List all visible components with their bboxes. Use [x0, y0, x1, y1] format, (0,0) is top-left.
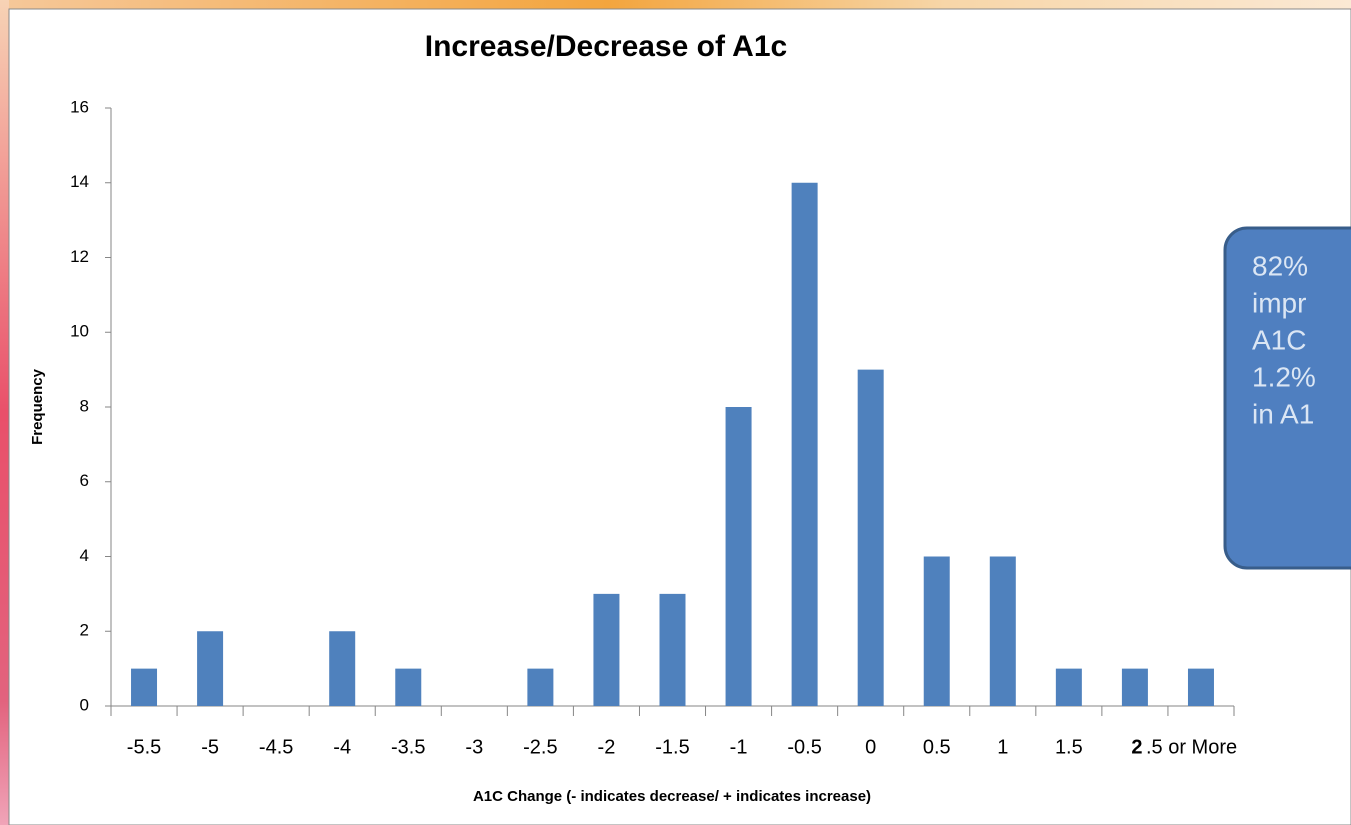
- bar: [1121, 668, 1148, 706]
- y-tick-label: 6: [80, 471, 89, 490]
- annotation-text: 82%: [1252, 250, 1308, 281]
- bar: [593, 593, 620, 706]
- y-tick-label: 8: [80, 396, 89, 415]
- x-tick-label: -5: [201, 736, 219, 758]
- x-tick-label: 1.5: [1055, 736, 1083, 758]
- x-axis-label: A1C Change (- indicates decrease/ + indi…: [473, 788, 871, 805]
- bar: [725, 407, 752, 706]
- y-tick-label: 12: [70, 247, 89, 266]
- bar: [791, 182, 818, 706]
- x-tick-label: -2: [598, 736, 616, 758]
- annotation-text: in A1: [1252, 398, 1314, 429]
- x-tick-label: -0.5: [787, 736, 821, 758]
- y-tick-label: 14: [70, 172, 89, 191]
- x-tick-label: 0.5: [923, 736, 951, 758]
- bar: [923, 556, 950, 706]
- x-tick-label: 0: [865, 736, 876, 758]
- y-axis-label: Frequency: [29, 368, 46, 445]
- annotation-box: [1223, 226, 1351, 570]
- y-tick-label: 2: [80, 621, 89, 640]
- bar: [659, 593, 686, 706]
- x-tick-label: -4.5: [259, 736, 293, 758]
- annotation-text: A1C: [1252, 324, 1306, 355]
- annotation-text: 1.2%: [1252, 361, 1316, 392]
- bar: [1055, 668, 1082, 706]
- bar: [197, 631, 224, 706]
- x-tick-label: -1.5: [655, 736, 689, 758]
- y-tick-label: 0: [80, 695, 89, 714]
- y-tick-label: 10: [70, 322, 89, 341]
- x-tick-label: -3.5: [391, 736, 425, 758]
- y-tick-label: 4: [80, 546, 89, 565]
- x-tick-label: -5.5: [127, 736, 161, 758]
- background-edge: [0, 0, 9, 825]
- annotation-text: impr: [1252, 287, 1306, 318]
- y-tick-label: 16: [70, 97, 89, 116]
- chart-title: Increase/Decrease of A1c: [425, 30, 787, 63]
- x-tick-label: 1: [997, 736, 1008, 758]
- bar: [1187, 668, 1214, 706]
- bar: [395, 668, 422, 706]
- bar: [527, 668, 554, 706]
- x-tick-label: -2.5: [523, 736, 557, 758]
- bar: [989, 556, 1016, 706]
- bar: [857, 369, 884, 706]
- x-tick-label: .5 or More: [1146, 736, 1237, 758]
- bar: [329, 631, 356, 706]
- x-tick-label: -4: [333, 736, 351, 758]
- x-tick-label: -3: [465, 736, 483, 758]
- x-tick-label: 2: [1131, 736, 1142, 758]
- x-tick-label: -1: [730, 736, 748, 758]
- bar: [131, 668, 158, 706]
